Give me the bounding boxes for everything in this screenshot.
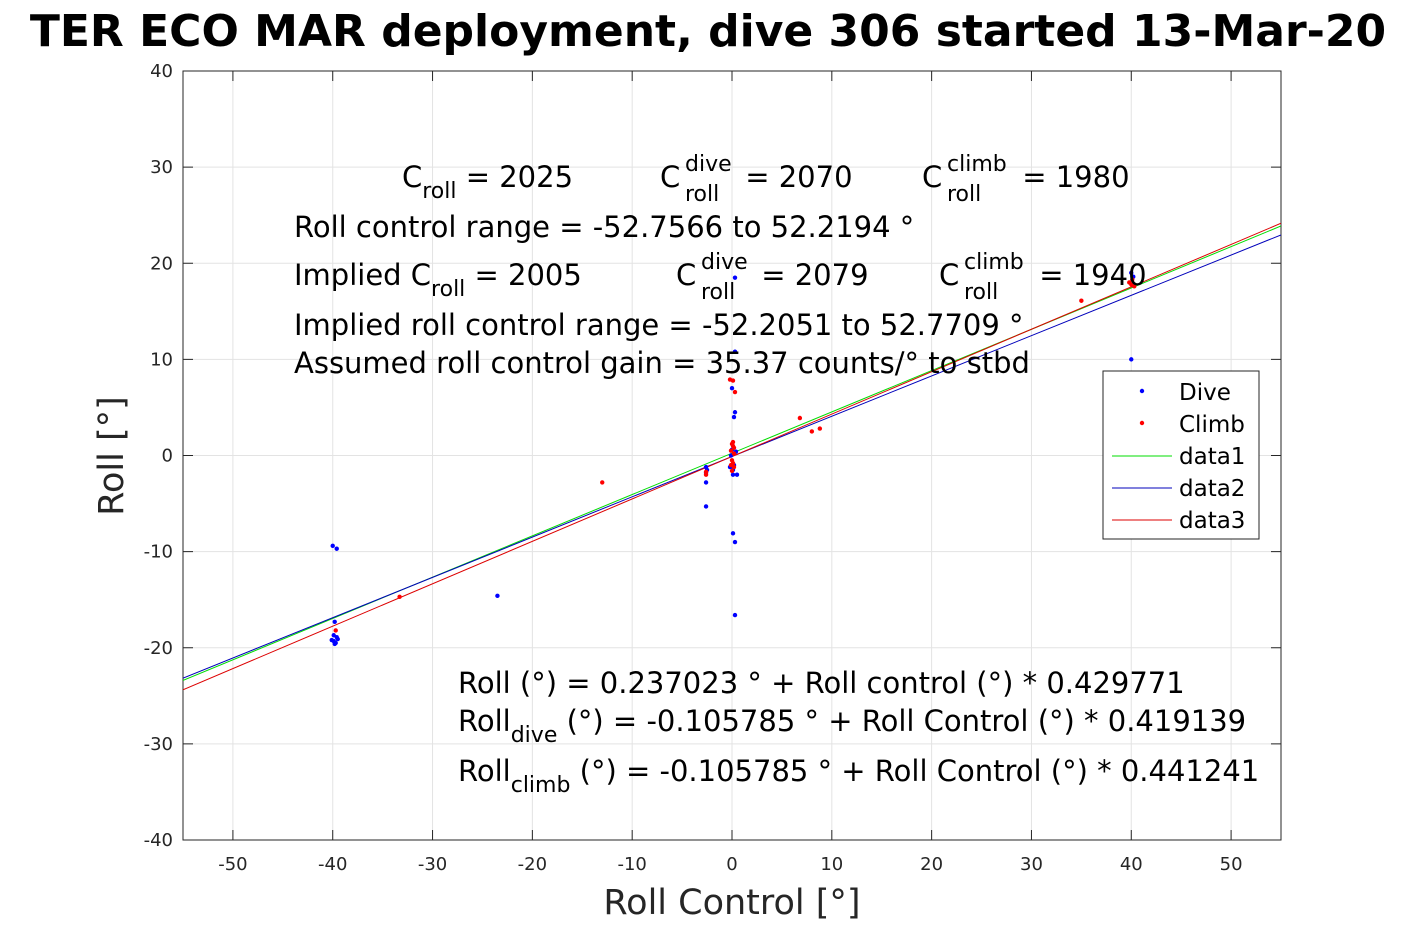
legend-label: data2: [1179, 476, 1245, 502]
y-tick-label: 10: [150, 349, 173, 370]
legend-swatch-dive: [1139, 388, 1145, 394]
point-dive: [732, 349, 738, 354]
legend-swatch-climb: [1139, 420, 1145, 426]
x-tick-label: -50: [218, 854, 247, 875]
annotation-fit-dive: Rolldive (°) = -0.105785 ° + Roll Contro…: [458, 704, 1246, 748]
y-tick-label: 0: [162, 446, 173, 467]
point-climb: [731, 451, 737, 456]
annotation-gain: Assumed roll control gain = 35.37 counts…: [294, 346, 1030, 380]
point-climb: [397, 594, 402, 600]
y-tick-label: -10: [144, 542, 173, 563]
x-tick-label: -20: [518, 854, 547, 875]
point-climb: [732, 389, 738, 395]
point-dive: [730, 531, 736, 536]
y-tick-label: -40: [144, 830, 173, 851]
point-dive: [734, 472, 740, 477]
annotation-implied-range: Implied roll control range = -52.2051 to…: [294, 308, 1024, 342]
point-dive: [330, 543, 335, 549]
point-dive: [732, 410, 738, 415]
point-climb: [1130, 277, 1135, 282]
point-dive: [730, 472, 736, 477]
plot-clip: [183, 222, 1281, 691]
x-tick-label: 20: [920, 854, 943, 875]
x-tick-label: 10: [820, 854, 843, 875]
point-climb: [731, 464, 737, 470]
x-tick-label: 0: [726, 854, 737, 875]
point-climb: [809, 429, 815, 434]
annotation-croll: Croll = 2025: [402, 160, 573, 204]
point-climb: [703, 472, 709, 477]
point-climb: [1132, 284, 1137, 289]
y-tick-label: 30: [150, 157, 173, 178]
point-dive: [334, 546, 339, 551]
point-dive: [495, 593, 500, 599]
point-climb: [731, 445, 737, 451]
annotation-implied-croll: Implied Croll = 2005: [294, 258, 582, 302]
point-climb: [333, 628, 338, 633]
x-tick-label: -40: [318, 854, 347, 875]
x-axis: -50 -40 -30 -20 -10 0 10 20 30 40 50: [218, 71, 1243, 875]
chart-title: TER ECO MAR deployment, dive 306 started…: [30, 6, 1386, 57]
point-dive: [335, 636, 340, 642]
x-axis-label: Roll Control [°]: [603, 883, 860, 923]
legend-label: Climb: [1179, 412, 1245, 438]
x-tick-label: -10: [617, 854, 646, 875]
x-tick-label: -30: [418, 854, 447, 875]
point-climb: [600, 480, 605, 485]
point-dive: [332, 619, 337, 624]
point-climb: [730, 378, 736, 383]
point-dive: [332, 641, 337, 647]
point-climb: [817, 426, 823, 431]
point-dive: [703, 504, 709, 509]
legend-label: data1: [1179, 444, 1245, 470]
legend-box: [1102, 370, 1260, 540]
y-tick-label: -30: [144, 734, 173, 755]
point-dive: [729, 386, 735, 391]
point-dive: [732, 539, 738, 545]
x-tick-label: 30: [1020, 854, 1043, 875]
point-dive: [703, 480, 709, 485]
point-dive: [732, 275, 738, 280]
legend-entries: Dive Climb data1 data2 data3: [1112, 380, 1245, 534]
point-climb: [1127, 280, 1132, 285]
point-dive: [1129, 270, 1134, 276]
legend-label: Dive: [1179, 380, 1231, 406]
legend-label: data3: [1179, 508, 1245, 534]
x-tick-label: 40: [1120, 854, 1143, 875]
y-axis: 40 30 20 10 0 -10 -20 -30 -40: [144, 61, 1281, 851]
point-climb: [730, 439, 736, 445]
legend: Dive Climb data1 data2 data3: [1102, 370, 1260, 540]
y-tick-label: 20: [150, 253, 173, 274]
data-points: [329, 270, 1137, 647]
point-dive: [329, 637, 334, 643]
point-climb: [729, 468, 735, 474]
annotation-fit-climb: Rollclimb (°) = -0.105785 ° + Roll Contr…: [458, 754, 1259, 798]
point-climb: [797, 415, 803, 421]
point-dive: [732, 612, 738, 618]
y-axis-label: Roll [°]: [92, 396, 132, 516]
point-climb: [1079, 298, 1084, 303]
annotation-range: Roll control range = -52.7566 to 52.2194…: [294, 210, 914, 244]
y-tick-label: -20: [144, 638, 173, 659]
point-dive: [731, 414, 737, 420]
y-tick-label: 40: [150, 61, 173, 82]
point-climb: [728, 448, 734, 453]
point-dive: [1129, 357, 1134, 362]
x-tick-label: 50: [1220, 854, 1243, 875]
annotation-fit: Roll (°) = 0.237023 ° + Roll control (°)…: [458, 666, 1185, 700]
